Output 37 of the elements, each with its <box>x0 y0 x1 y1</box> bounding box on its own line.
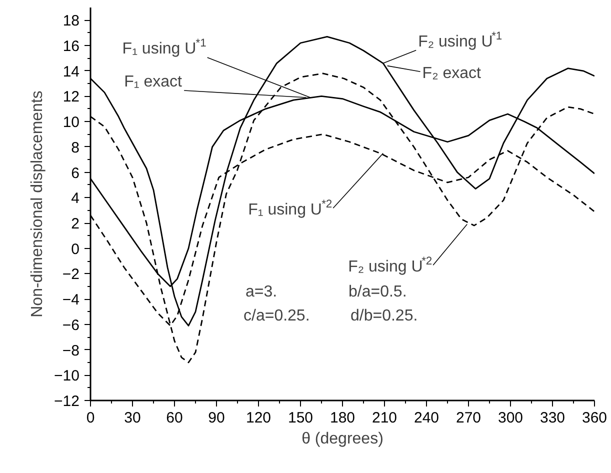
x-tick-label: 60 <box>166 410 183 426</box>
y-tick-label: −4 <box>62 292 80 309</box>
y-tick-label: 4 <box>71 190 80 208</box>
x-tick-label: 330 <box>540 410 566 426</box>
y-tick-label: 8 <box>71 139 80 156</box>
y-tick-label: 0 <box>71 240 80 258</box>
annotation: c/a=0.25. <box>244 308 310 324</box>
annotation: F₁ exact <box>124 74 183 91</box>
y-axis-title: Non-dimensional displacements <box>29 90 46 318</box>
x-tick-label: 270 <box>456 410 482 426</box>
y-tick-label: 6 <box>71 164 80 182</box>
x-tick-label: 210 <box>372 410 398 426</box>
y-tick-label: 14 <box>62 63 80 80</box>
y-tick-label: −6 <box>62 316 80 334</box>
x-tick-label: 0 <box>86 410 95 426</box>
x-axis-title: θ (degrees) <box>302 430 384 448</box>
y-tick-label: 16 <box>62 38 80 56</box>
y-tick-label: −8 <box>62 342 80 360</box>
y-tick-label: 10 <box>62 114 80 132</box>
y-tick-label: −12 <box>54 393 80 410</box>
x-tick-label: 30 <box>124 410 141 426</box>
x-tick-label: 90 <box>208 410 225 426</box>
annotation: a=3. <box>246 284 278 300</box>
x-tick-label: 300 <box>498 410 524 426</box>
y-tick-label: 2 <box>71 216 80 233</box>
annotation: d/b=0.25. <box>350 308 418 324</box>
x-tick-label: 150 <box>288 410 314 426</box>
annotation: b/a=0.5. <box>348 284 407 300</box>
y-tick-label: 12 <box>62 88 80 106</box>
x-tick-label: 240 <box>414 410 440 426</box>
x-tick-label: 120 <box>246 410 272 426</box>
annotation: F₂ exact <box>422 64 482 82</box>
x-tick-label: 360 <box>582 410 608 426</box>
y-tick-label: −2 <box>62 266 80 284</box>
x-tick-label: 180 <box>330 410 356 426</box>
y-tick-label: 18 <box>62 12 80 30</box>
y-tick-label: −10 <box>54 368 80 385</box>
